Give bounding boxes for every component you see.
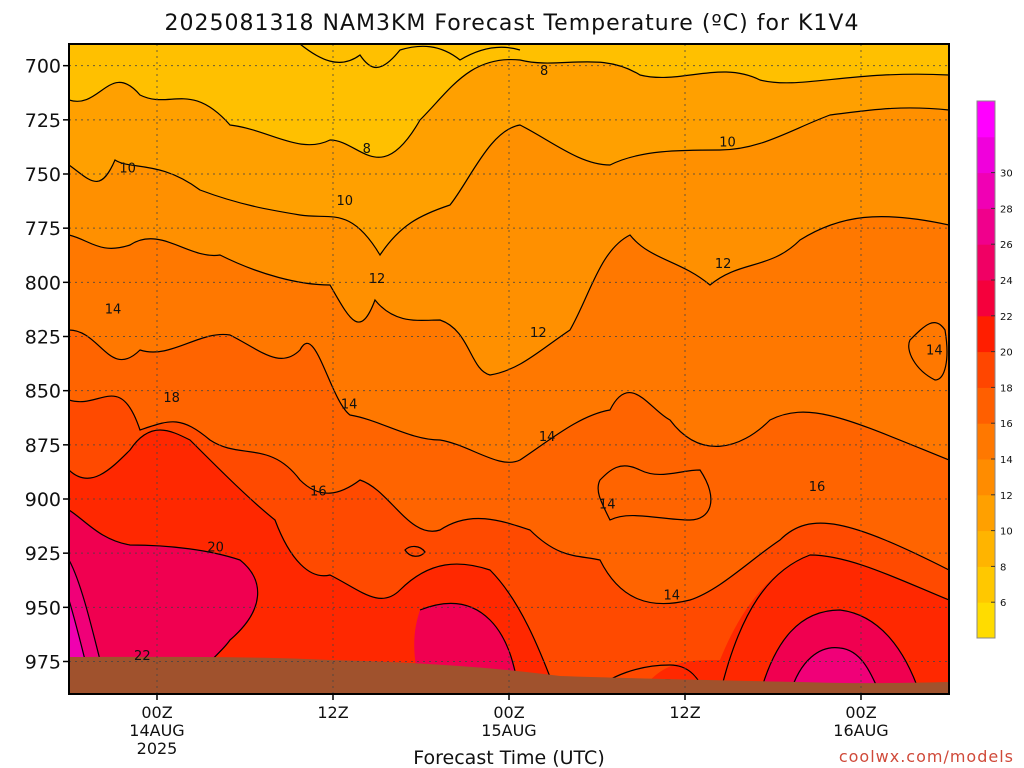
contour-label: 22 <box>134 649 151 664</box>
contour-label: 16 <box>310 484 327 499</box>
credit-text: coolwx.com/models <box>839 747 1014 766</box>
y-tick-label: 700 <box>25 56 61 78</box>
y-tick-label: 950 <box>25 597 61 619</box>
contour-line-14-b <box>597 465 712 521</box>
band-20 <box>69 430 949 694</box>
y-tick-label: 850 <box>25 381 61 403</box>
colorbar-label: 30 <box>1000 169 1013 180</box>
colorbar-segment <box>977 566 995 603</box>
contour-label: 8 <box>540 64 548 79</box>
contour-label: 14 <box>341 398 358 413</box>
y-tick-label: 800 <box>25 272 61 294</box>
contour-label: 10 <box>336 194 353 209</box>
x-tick-label: 00Z <box>493 703 524 722</box>
colorbar-label: 26 <box>1000 240 1013 251</box>
colorbar-segment <box>977 423 995 460</box>
colorbar-segment <box>977 530 995 567</box>
colorbar-label: 14 <box>1000 455 1013 466</box>
contour-line-10 <box>69 107 949 257</box>
contour-line-18-b <box>719 554 949 694</box>
contour-label: 20 <box>207 541 224 556</box>
y-tick-label: 875 <box>25 435 61 457</box>
x-tick-label: 00Z <box>141 703 172 722</box>
chart-title: 2025081318 NAM3KM Forecast Temperature (… <box>165 11 860 36</box>
x-tick-label: 12Z <box>669 703 700 722</box>
colorbar-segment <box>977 136 995 174</box>
contour-line-12 <box>69 215 949 376</box>
contour-line-16 <box>69 395 949 605</box>
contour-label: 14 <box>664 588 681 603</box>
colorbar-segment <box>977 280 995 317</box>
contour-label: 12 <box>369 272 386 287</box>
colorbar-label: 16 <box>1000 419 1013 430</box>
contour-line-14 <box>69 329 949 463</box>
contour-label: 14 <box>539 430 556 445</box>
colorbar-label: 24 <box>1000 276 1013 287</box>
contour-label: 10 <box>719 136 736 151</box>
contour-label: 16 <box>809 480 826 495</box>
x-tick-label: 15AUG <box>481 721 536 740</box>
contour-label: 14 <box>926 344 943 359</box>
x-tick-label: 14AUG <box>129 721 184 740</box>
y-tick-label: 900 <box>25 489 61 511</box>
colorbar-segment <box>977 351 995 388</box>
colorbar-label: 18 <box>1000 383 1013 394</box>
colorbar-segment <box>977 459 995 496</box>
contour-label: 12 <box>530 326 547 341</box>
contour-line-24 <box>69 599 86 661</box>
x-tick-label: 2025 <box>137 739 178 758</box>
y-tick-label: 775 <box>25 218 61 240</box>
colorbar-segment <box>977 315 995 353</box>
grid-lines <box>69 44 949 694</box>
colorbar-segment <box>977 172 995 209</box>
contour-label: 12 <box>715 257 732 272</box>
contour-line-8-top <box>299 44 521 69</box>
band-22 <box>69 510 258 694</box>
contour-line-14-loop <box>908 322 948 381</box>
contour-label: 18 <box>163 391 180 406</box>
contour-line-20 <box>69 509 259 694</box>
colorbar-label: 8 <box>1000 562 1006 573</box>
plot-area: 8 8 10 10 10 12 12 12 14 14 14 14 14 14 16 16 18 20 22 <box>69 44 949 694</box>
colorbar-label: 22 <box>1000 312 1013 323</box>
y-tick-label: 825 <box>25 327 61 349</box>
contour-line-22 <box>69 559 101 661</box>
y-tick-label: 975 <box>25 652 61 674</box>
x-tick-label: 12Z <box>317 703 348 722</box>
colorbar-label: 10 <box>1000 527 1013 538</box>
contour-line-small-loop <box>404 545 426 557</box>
colorbar-frame <box>976 100 996 639</box>
colorbar-label: 28 <box>1000 204 1013 215</box>
contour-label: 14 <box>105 302 122 317</box>
colorbar: 6 8 10 12 14 16 18 20 22 24 26 28 30 <box>976 100 1013 639</box>
x-axis-label: Forecast Time (UTC) <box>413 747 604 768</box>
contour-label: 8 <box>363 142 371 157</box>
colorbar-label: 20 <box>1000 348 1013 359</box>
colorbar-label: 6 <box>1000 598 1006 609</box>
temperature-bands <box>69 59 949 694</box>
colorbar-segment <box>977 602 995 639</box>
x-tick-label: 16AUG <box>833 721 888 740</box>
contour-line-20-c <box>759 609 921 694</box>
contour-label: 14 <box>599 497 616 512</box>
contour-line-8 <box>69 58 949 158</box>
y-tick-label: 725 <box>25 110 61 132</box>
colorbar-segment <box>977 101 995 138</box>
colorbar-label: 12 <box>1000 491 1013 502</box>
contour-label: 10 <box>119 162 136 177</box>
colorbar-segment <box>977 208 995 245</box>
x-tick-label: 00Z <box>845 703 876 722</box>
contour-labels: 8 8 10 10 10 12 12 12 14 14 14 14 14 14 16 16 18 20 22 <box>105 64 943 664</box>
y-tick-label: 925 <box>25 543 61 565</box>
colorbar-segment <box>977 244 995 281</box>
colorbar-segment <box>977 494 995 532</box>
colorbar-segment <box>977 387 995 424</box>
y-axis: 700 725 750 775 800 825 850 875 900 925 950 975 <box>25 56 69 674</box>
contour-line-18 <box>69 429 556 691</box>
contour-line-22-b <box>789 647 881 694</box>
y-tick-label: 750 <box>25 164 61 186</box>
